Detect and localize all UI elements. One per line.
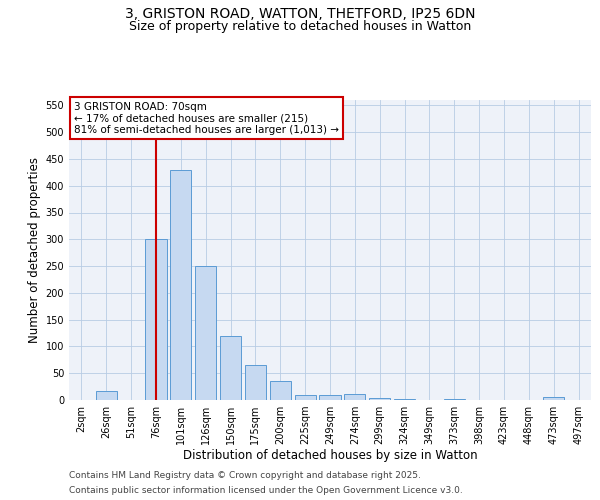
Bar <box>195 266 216 400</box>
Bar <box>344 394 365 400</box>
Bar <box>444 399 465 400</box>
Text: 3 GRISTON ROAD: 70sqm
← 17% of detached houses are smaller (215)
81% of semi-det: 3 GRISTON ROAD: 70sqm ← 17% of detached … <box>74 102 339 134</box>
Text: 3, GRISTON ROAD, WATTON, THETFORD, IP25 6DN: 3, GRISTON ROAD, WATTON, THETFORD, IP25 … <box>125 8 475 22</box>
Bar <box>319 394 341 400</box>
Text: Size of property relative to detached houses in Watton: Size of property relative to detached ho… <box>129 20 471 33</box>
Bar <box>369 398 390 400</box>
Bar <box>220 336 241 400</box>
Bar <box>270 381 291 400</box>
Bar <box>145 240 167 400</box>
Bar <box>543 398 564 400</box>
X-axis label: Distribution of detached houses by size in Watton: Distribution of detached houses by size … <box>182 448 478 462</box>
Bar <box>295 394 316 400</box>
Text: Contains public sector information licensed under the Open Government Licence v3: Contains public sector information licen… <box>69 486 463 495</box>
Bar <box>96 391 117 400</box>
Bar <box>170 170 191 400</box>
Y-axis label: Number of detached properties: Number of detached properties <box>28 157 41 343</box>
Bar <box>394 399 415 400</box>
Bar <box>245 365 266 400</box>
Text: Contains HM Land Registry data © Crown copyright and database right 2025.: Contains HM Land Registry data © Crown c… <box>69 471 421 480</box>
